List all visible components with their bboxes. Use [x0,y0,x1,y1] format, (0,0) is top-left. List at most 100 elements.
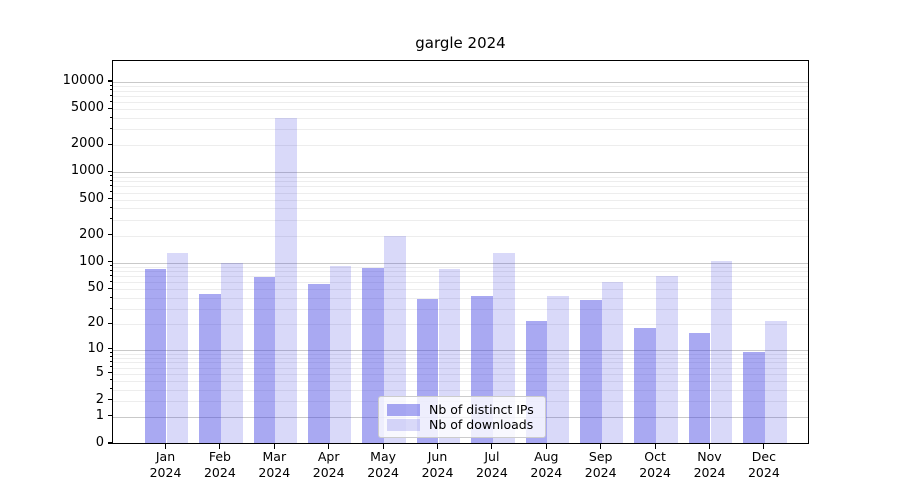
legend-swatch-distinct-ips [387,403,420,416]
minor-gridline [113,102,808,104]
bar-nov-downloads [710,260,733,443]
minor-gridline [113,282,808,284]
y-tick-label: 5000 [70,100,104,116]
bar-mar-downloads [275,118,298,443]
y-tick-mark [107,107,112,109]
minor-gridline [113,109,808,111]
y-minor-tick-mark [109,84,112,86]
x-tick-label-dec: Dec 2024 [747,449,780,480]
minor-gridline [113,309,808,311]
x-tick-label-oct: Oct 2024 [639,449,671,480]
minor-gridline [113,208,808,210]
x-tick-mark [164,444,167,449]
x-tick-mark [708,444,711,449]
minor-gridline [113,181,808,183]
minor-gridline [113,219,808,221]
chart-title: gargle 2024 [415,34,506,52]
x-tick-label-aug: Aug 2024 [530,449,563,480]
y-tick-label: 1000 [70,163,104,179]
minor-gridline [113,271,808,273]
y-minor-tick-mark [109,116,112,118]
x-tick-mark [273,444,275,449]
y-tick-mark [107,415,112,417]
x-tick-mark [436,444,439,449]
x-tick-label-may: May 2024 [367,449,399,480]
minor-gridline [113,186,808,188]
bar-sep-distinct-ips [579,300,602,443]
bar-jan-distinct-ips [144,268,167,443]
x-tick-label-mar: Mar 2024 [258,449,291,480]
bar-feb-downloads [220,263,243,443]
minor-gridline [113,298,808,300]
y-minor-tick-mark [109,218,112,220]
minor-gridline [113,289,808,291]
minor-gridline [113,389,808,391]
plot-area: Nb of distinct IPs Nb of downloads [112,60,809,444]
minor-gridline [113,276,808,278]
y-minor-tick-mark [109,100,112,102]
x-tick-mark [654,444,656,449]
legend-item-distinct-ips: Nb of distinct IPs [387,402,537,417]
minor-gridline [113,266,808,268]
y-minor-tick-mark [109,274,112,277]
x-tick-mark [219,444,221,449]
minor-gridline [113,86,808,88]
bar-apr-downloads [329,266,352,443]
y-tick-label: 5 [95,364,104,380]
y-tick-mark [107,442,112,444]
minor-gridline [113,324,808,326]
y-minor-tick-mark [109,296,112,298]
y-minor-tick-mark [109,356,112,358]
bar-sep-downloads [601,282,624,443]
y-minor-tick-mark [109,265,112,267]
y-tick-label: 100 [79,253,104,269]
y-tick-label: 0 [95,435,104,450]
y-minor-tick-mark [109,360,112,362]
y-tick-label: 10000 [62,72,104,88]
x-tick-label-apr: Apr 2024 [312,449,345,480]
major-gridline [113,262,808,264]
y-minor-tick-mark [109,366,112,368]
minor-gridline [113,96,808,97]
y-tick-label: 2 [95,391,104,407]
legend: Nb of distinct IPs Nb of downloads [378,396,546,438]
y-minor-tick-mark [109,269,112,271]
y-minor-tick-mark [109,206,112,209]
y-tick-label: 500 [79,190,104,206]
major-gridline [113,349,808,351]
y-tick-mark [107,371,112,374]
x-tick-mark [491,444,493,449]
minor-gridline [113,129,808,131]
y-tick-label: 10 [87,340,104,356]
y-tick-mark [107,233,112,236]
bar-aug-downloads [547,296,570,443]
minor-gridline [113,145,808,147]
minor-gridline [113,353,808,355]
major-gridline [113,81,808,83]
x-tick-mark [600,444,602,449]
y-tick-mark [107,80,112,82]
major-gridline [113,172,808,174]
x-tick-label-sep: Sep 2024 [584,449,617,480]
y-minor-tick-mark [109,388,112,390]
legend-item-downloads: Nb of downloads [387,417,537,432]
x-tick-mark [382,444,384,449]
bar-apr-distinct-ips [307,283,330,443]
x-tick-label-feb: Feb 2024 [203,449,236,480]
x-tick-label-jul: Jul 2024 [475,449,508,480]
minor-gridline [113,90,808,92]
y-minor-tick-mark [109,307,112,309]
y-minor-tick-mark [109,280,112,283]
minor-gridline [113,199,808,201]
x-tick-label-nov: Nov 2024 [693,449,726,480]
legend-label-distinct-ips: Nb of distinct IPs [429,402,534,417]
minor-gridline [113,380,808,382]
legend-swatch-downloads [387,418,420,431]
y-tick-label: 200 [79,226,104,242]
y-tick-mark [107,170,112,173]
bar-oct-distinct-ips [634,328,657,443]
y-tick-mark [107,198,112,200]
x-tick-mark [763,444,765,449]
y-tick-mark [107,348,112,350]
